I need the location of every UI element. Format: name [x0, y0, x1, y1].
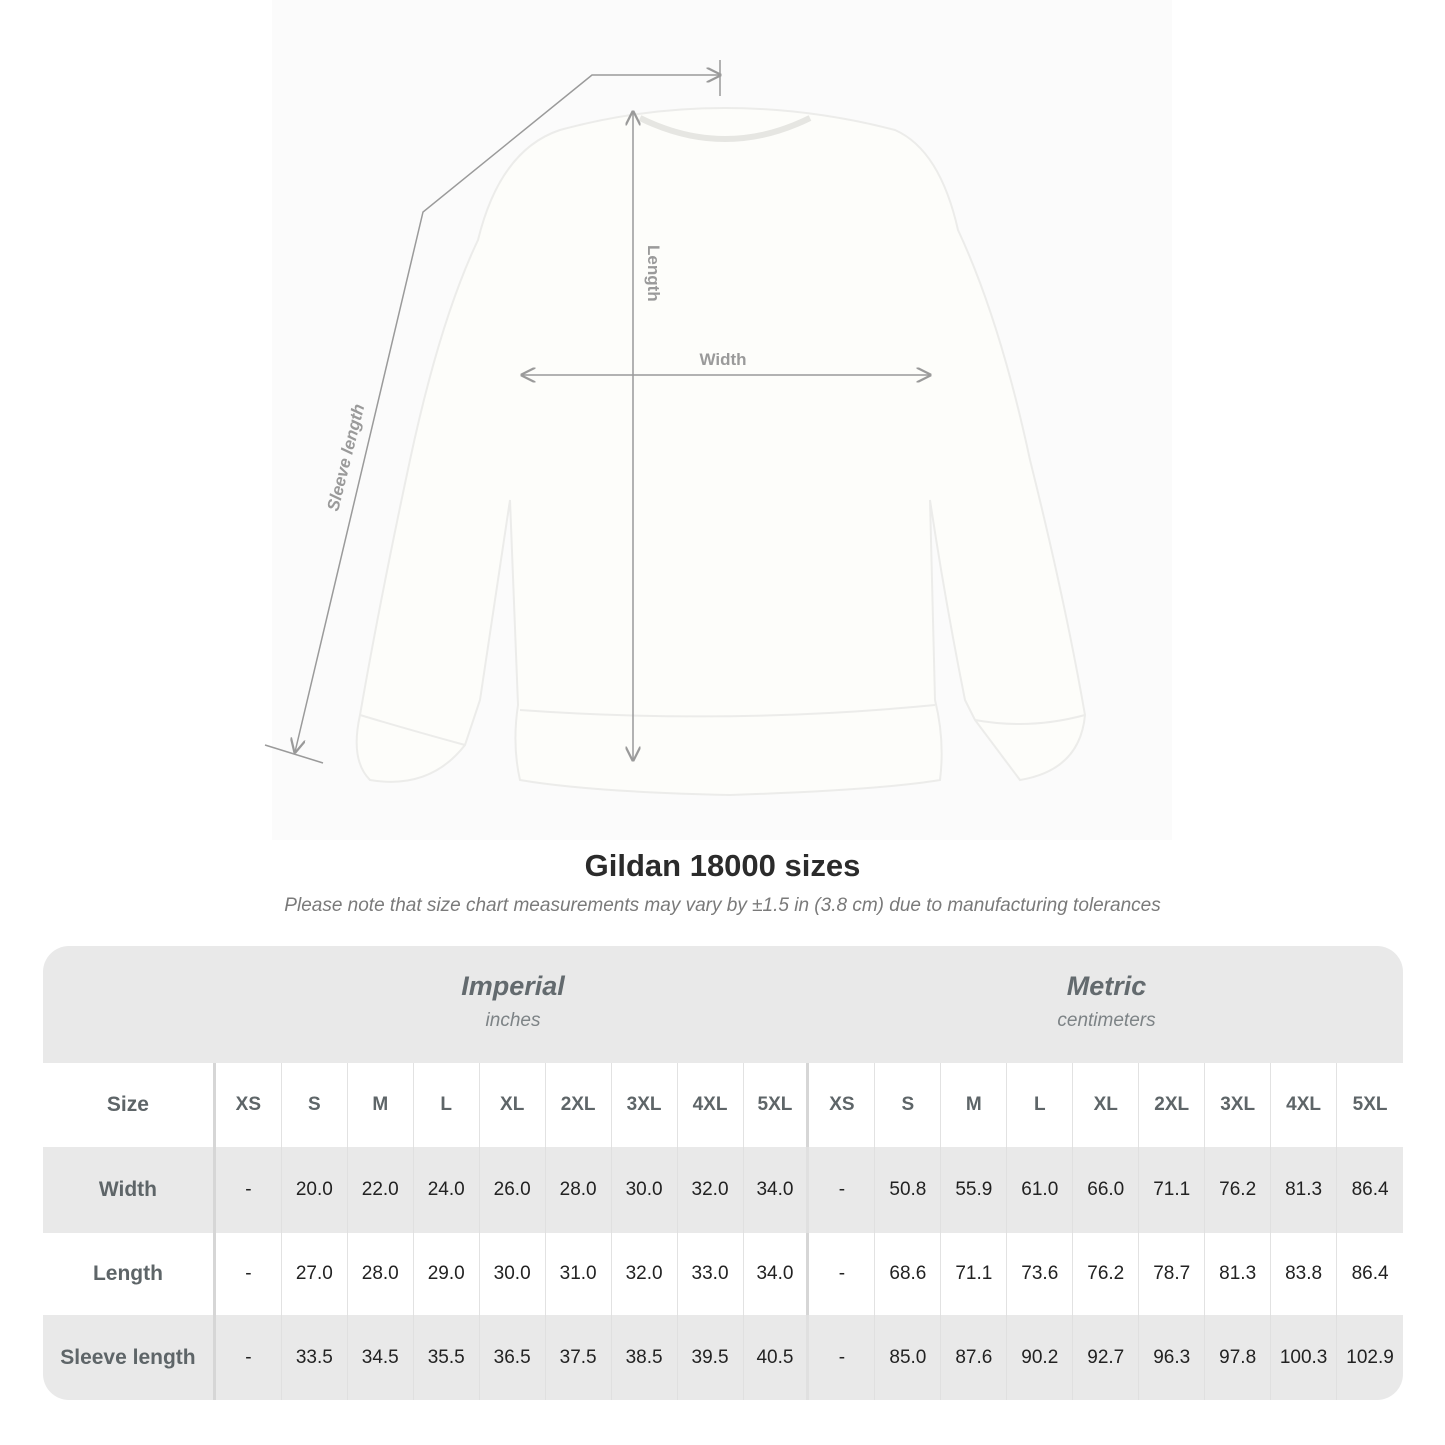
- metric-value-cell: 97.8: [1205, 1315, 1272, 1400]
- imperial-value-cell: -: [216, 1315, 282, 1400]
- tolerance-note: Please note that size chart measurements…: [284, 895, 1161, 916]
- metric-value-cell: 76.2: [1205, 1147, 1272, 1233]
- metric-value-cell: 71.1: [1139, 1147, 1206, 1233]
- imperial-value-cell: 20.0: [282, 1147, 348, 1233]
- metric-value-cell: 81.3: [1205, 1233, 1272, 1315]
- length-label: Length: [644, 245, 663, 302]
- size-header-row: Size XS S M L XL 2XL 3XL 4XL 5XL XS S M L XL 2XL 3XL 4XL 5…: [43, 1063, 1403, 1147]
- imperial-value-cell: 36.5: [480, 1315, 546, 1400]
- metric-size-header: M: [941, 1063, 1008, 1147]
- imperial-header: Imperial inches: [216, 946, 810, 1063]
- imperial-size-header: S: [282, 1063, 348, 1147]
- imperial-size-header: 5XL: [744, 1063, 810, 1147]
- metric-value-cell: 85.0: [875, 1315, 942, 1400]
- metric-value-cell: 78.7: [1139, 1233, 1206, 1315]
- imperial-value-cell: 35.5: [414, 1315, 480, 1400]
- imperial-size-header: XS: [216, 1063, 282, 1147]
- metric-value-cell: -: [809, 1147, 876, 1233]
- sweatshirt-illustration: Length Width Sleeve length: [264, 60, 1087, 797]
- imperial-value-cell: 34.0: [744, 1147, 810, 1233]
- imperial-value-cell: 29.0: [414, 1233, 480, 1315]
- metric-value-cell: -: [809, 1233, 876, 1315]
- imperial-size-header: L: [414, 1063, 480, 1147]
- imperial-value-cell: 24.0: [414, 1147, 480, 1233]
- metric-value-cell: 87.6: [941, 1315, 1008, 1400]
- imperial-value-cell: 26.0: [480, 1147, 546, 1233]
- metric-value-cell: 68.6: [875, 1233, 942, 1315]
- metric-value-cell: 66.0: [1073, 1147, 1140, 1233]
- width-label: Width: [699, 350, 746, 369]
- metric-value-cell: 100.3: [1271, 1315, 1338, 1400]
- metric-size-header: XS: [809, 1063, 876, 1147]
- imperial-value-cell: -: [216, 1147, 282, 1233]
- imperial-value-cell: 40.5: [744, 1315, 810, 1400]
- imperial-value-cell: 28.0: [546, 1147, 612, 1233]
- metric-value-cell: 96.3: [1139, 1315, 1206, 1400]
- sleeve-length-line: [295, 75, 720, 752]
- row-label: Size: [43, 1063, 216, 1147]
- imperial-size-header: 4XL: [678, 1063, 744, 1147]
- metric-size-header: 3XL: [1205, 1063, 1272, 1147]
- metric-size-header: 4XL: [1271, 1063, 1338, 1147]
- metric-value-cell: 86.4: [1351, 1263, 1389, 1284]
- imperial-value-cell: 34.0: [744, 1233, 810, 1315]
- imperial-value-cell: 34.5: [348, 1315, 414, 1400]
- imperial-value-cell: 30.0: [612, 1147, 678, 1233]
- metric-unit: centimeters: [1057, 1010, 1156, 1031]
- table-row: Length -27.0 28.0 29.0 30.0 31.0 32.0 33.0 34.0-…: [43, 1233, 1403, 1315]
- imperial-value-cell: 31.0: [546, 1233, 612, 1315]
- metric-value-cell: 76.2: [1073, 1233, 1140, 1315]
- metric-value-cell: 83.8: [1271, 1233, 1338, 1315]
- imperial-value-cell: 30.0: [480, 1233, 546, 1315]
- metric-value-cell: 61.0: [1007, 1147, 1074, 1233]
- metric-value-cell: -: [809, 1315, 876, 1400]
- metric-title: Metric: [1066, 971, 1147, 1001]
- metric-value-cell: 102.9: [1346, 1346, 1394, 1368]
- imperial-title: Imperial: [461, 971, 565, 1001]
- metric-value-cell: 92.7: [1073, 1315, 1140, 1400]
- imperial-value-cell: 32.0: [678, 1147, 744, 1233]
- row-label: Length: [43, 1233, 216, 1315]
- metric-size-header: 2XL: [1139, 1063, 1206, 1147]
- metric-value-cell: 90.2: [1007, 1315, 1074, 1400]
- imperial-value-cell: 33.5: [282, 1315, 348, 1400]
- metric-value-cell: 50.8: [875, 1147, 942, 1233]
- metric-value-cell: 55.9: [941, 1147, 1008, 1233]
- metric-value-cell: 86.4: [1351, 1179, 1389, 1200]
- imperial-value-cell: 39.5: [678, 1315, 744, 1400]
- imperial-size-header: M: [348, 1063, 414, 1147]
- imperial-value-cell: 28.0: [348, 1233, 414, 1315]
- row-label: Sleeve length: [43, 1315, 216, 1400]
- page-title: Gildan 18000 sizes: [584, 848, 861, 883]
- table-row: Sleeve length -33.5 34.5 35.5 36.5 37.5 38.5 39…: [43, 1315, 1403, 1400]
- metric-value-cell: 73.6: [1007, 1233, 1074, 1315]
- imperial-value-cell: 33.0: [678, 1233, 744, 1315]
- metric-size-header: S: [875, 1063, 942, 1147]
- table-row: Width -20.0 22.0 24.0 26.0 28.0 30.0 32.0 34.0-5…: [43, 1147, 1403, 1233]
- imperial-value-cell: 32.0: [612, 1233, 678, 1315]
- metric-header: Metric centimeters: [810, 946, 1403, 1063]
- imperial-size-header: 2XL: [546, 1063, 612, 1147]
- metric-size-header: 5XL: [1352, 1094, 1388, 1115]
- imperial-unit: inches: [485, 1010, 541, 1031]
- metric-value-cell: 71.1: [941, 1233, 1008, 1315]
- row-label: Width: [43, 1147, 216, 1233]
- units-header-band: [43, 946, 1403, 1063]
- imperial-value-cell: -: [216, 1233, 282, 1315]
- imperial-value-cell: 38.5: [612, 1315, 678, 1400]
- metric-size-header: L: [1007, 1063, 1074, 1147]
- imperial-value-cell: 22.0: [348, 1147, 414, 1233]
- imperial-value-cell: 37.5: [546, 1315, 612, 1400]
- metric-value-cell: 81.3: [1271, 1147, 1338, 1233]
- imperial-size-header: 3XL: [612, 1063, 678, 1147]
- imperial-value-cell: 27.0: [282, 1233, 348, 1315]
- size-table: Imperial inches Metric centimeters Size X…: [43, 946, 1403, 1400]
- imperial-size-header: XL: [480, 1063, 546, 1147]
- metric-size-header: XL: [1073, 1063, 1140, 1147]
